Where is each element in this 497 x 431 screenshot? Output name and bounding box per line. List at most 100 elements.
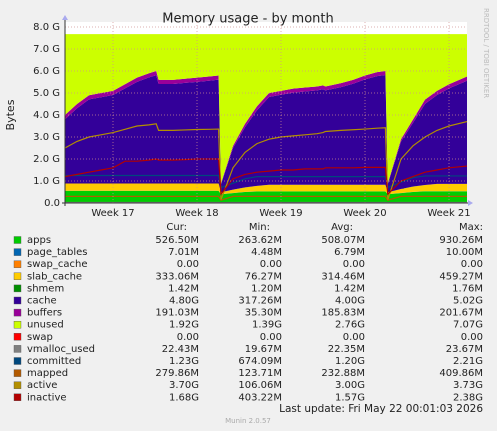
legend-value: 333.06M — [155, 271, 199, 282]
y-tick-label: 8.0 G — [33, 22, 60, 33]
legend-header: Min: — [249, 222, 270, 233]
legend-value: 317.26M — [238, 296, 282, 307]
area — [65, 34, 467, 184]
side-text: RRDTOOL / TOBI OETIKER — [482, 8, 490, 98]
legend-value: 409.86M — [439, 368, 483, 379]
y-tick-label: 5.0 G — [33, 88, 60, 99]
legend-value: 0.00 — [260, 259, 282, 270]
legend-value: 3.70G — [169, 380, 199, 391]
legend-value: 1.42M — [334, 283, 365, 294]
legend-value: 0.00 — [461, 259, 483, 270]
y-tick-label: 7.0 G — [33, 44, 60, 55]
legend-value: 1.57G — [335, 392, 365, 403]
legend-value: 0.00 — [343, 259, 365, 270]
axis-arrow — [468, 200, 473, 206]
legend-swatch — [13, 272, 22, 280]
legend-value: 2.76G — [335, 320, 365, 331]
legend-name: buffers — [27, 308, 62, 319]
legend-value: 191.03M — [155, 308, 199, 319]
legend-value: 403.22M — [238, 392, 282, 403]
legend-value: 1.23G — [169, 356, 199, 367]
legend-swatch — [13, 333, 22, 341]
legend-name: inactive — [27, 392, 67, 403]
legend-value: 1.39G — [252, 320, 282, 331]
y-axis-label: Bytes — [4, 99, 17, 130]
legend-value: 0.00 — [461, 332, 483, 343]
y-tick-label: 6.0 G — [33, 66, 60, 77]
legend-value: 279.86M — [155, 368, 199, 379]
y-tick-label: 1.0 G — [33, 176, 60, 187]
legend-name: vmalloc_used — [27, 344, 95, 355]
legend-header: Max: — [459, 222, 483, 233]
legend-header: Cur: — [166, 222, 187, 233]
legend-value: 2.38G — [453, 392, 483, 403]
legend-swatch — [13, 248, 22, 256]
legend-value: 1.20G — [335, 356, 365, 367]
legend-value: 22.43M — [162, 344, 199, 355]
legend-value: 35.30M — [245, 308, 282, 319]
legend-value: 930.26M — [439, 235, 483, 246]
legend-value: 263.62M — [238, 235, 282, 246]
legend-swatch — [13, 236, 22, 244]
legend-name: page_tables — [27, 247, 88, 258]
legend-value: 1.20M — [251, 283, 282, 294]
legend-value: 23.67M — [446, 344, 483, 355]
axis-arrow — [62, 15, 68, 20]
plot — [64, 34, 468, 204]
legend-swatch — [13, 296, 22, 305]
legend-swatch — [13, 345, 22, 353]
y-tick-label: 3.0 G — [33, 132, 60, 143]
last-update: Last update: Fri May 22 00:01:03 2026 — [279, 403, 483, 415]
legend-value: 1.42M — [168, 283, 199, 294]
legend-name: mapped — [27, 368, 68, 379]
legend-value: 76.27M — [245, 271, 282, 282]
legend-value: 4.48M — [251, 247, 282, 258]
legend-value: 1.76M — [452, 283, 483, 294]
legend-value: 201.67M — [439, 308, 483, 319]
legend-swatch — [13, 369, 22, 377]
legend-value: 0.00 — [260, 332, 282, 343]
legend-value: 19.67M — [245, 344, 282, 355]
legend-name: cache — [27, 296, 57, 307]
legend-swatch — [13, 393, 22, 401]
legend-value: 1.68G — [169, 392, 199, 403]
legend-name: apps — [27, 235, 51, 246]
area — [65, 190, 467, 195]
legend-value: 459.27M — [439, 271, 483, 282]
legend-swatch — [13, 284, 22, 293]
legend-name: swap — [27, 332, 53, 343]
legend-value: 0.00 — [177, 259, 199, 270]
x-tick-label: Week 20 — [343, 208, 386, 219]
legend-value: 3.73G — [453, 380, 483, 391]
y-tick-label: 2.0 G — [33, 154, 60, 165]
legend-value: 1.92G — [169, 320, 199, 331]
legend-swatch — [13, 260, 22, 268]
legend-value: 674.09M — [238, 356, 282, 367]
area — [65, 75, 467, 193]
legend-value: 10.00M — [446, 247, 483, 258]
legend-swatch — [13, 357, 22, 365]
area — [65, 183, 467, 195]
legend-value: 0.00 — [177, 332, 199, 343]
legend-value: 0.00 — [343, 332, 365, 343]
legend-value: 526.50M — [155, 235, 199, 246]
legend-value: 22.35M — [328, 344, 365, 355]
x-tick-label: Week 21 — [427, 208, 470, 219]
legend-name: committed — [27, 356, 81, 367]
legend-value: 4.00G — [335, 296, 365, 307]
legend-value: 314.46M — [321, 271, 365, 282]
legend-value: 232.88M — [321, 368, 365, 379]
legend-value: 106.06M — [238, 380, 282, 391]
legend-name: unused — [27, 320, 64, 331]
x-tick-label: Week 18 — [175, 208, 218, 219]
version: Munin 2.0.57 — [225, 417, 271, 425]
legend-value: 6.79M — [334, 247, 365, 258]
legend-name: shmem — [27, 283, 64, 294]
legend-value: 4.80G — [169, 296, 199, 307]
chart-title: Memory usage - by month — [162, 12, 333, 27]
legend-value: 508.07M — [321, 235, 365, 246]
x-tick-label: Week 19 — [259, 208, 302, 219]
legend-name: active — [27, 380, 57, 391]
